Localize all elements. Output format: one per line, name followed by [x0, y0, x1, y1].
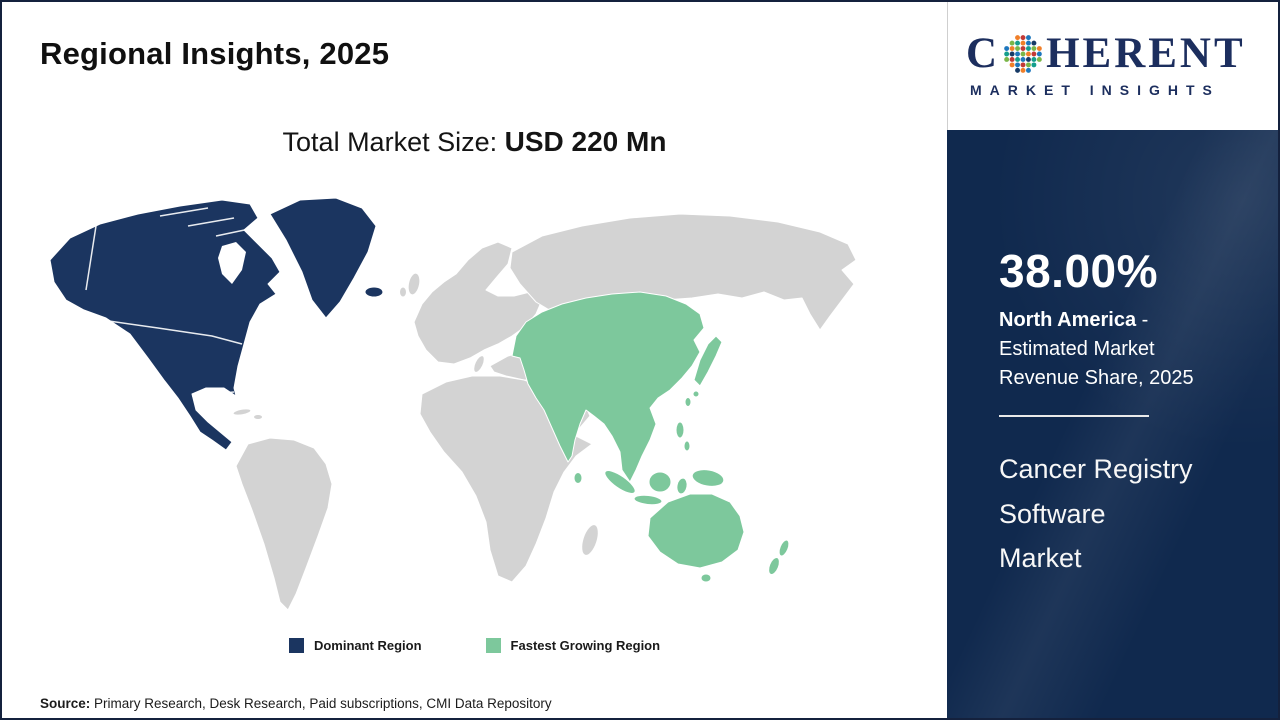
borneo — [648, 471, 672, 493]
australia — [647, 493, 745, 569]
north-america-borders — [85, 207, 255, 397]
market-share-description: North America - Estimated Market Revenue… — [999, 306, 1237, 393]
sri-lanka — [573, 472, 583, 484]
dominant-region-label: Dominant Region — [313, 638, 422, 653]
brand-tagline: MARKET INSIGHTS — [970, 82, 1220, 98]
hispaniola — [253, 414, 263, 420]
region-asia-pacific — [511, 291, 790, 583]
europe — [413, 241, 543, 365]
source-note: Source: Primary Research, Desk Research,… — [40, 696, 552, 711]
total-market-size-label: Total Market Size: — [282, 127, 498, 157]
legend-item-dominant: Dominant Region — [288, 638, 422, 653]
iceland — [364, 286, 384, 298]
brand-logo: C HERENT MARKET INSIGHTS — [947, 2, 1278, 130]
total-market-size-value: USD 220 Mn — [504, 126, 667, 157]
new-zealand-south — [768, 556, 780, 576]
philippines-south — [683, 440, 691, 452]
cuba — [232, 408, 252, 416]
market-name-line-3: Market — [999, 543, 1082, 574]
asia-mainland — [511, 291, 705, 483]
legend-item-growing: Fastest Growing Region — [485, 638, 661, 653]
market-share-desc-text: - Estimated Market Revenue Share, 2025 — [999, 309, 1194, 389]
logo-letters-herent: HERENT — [1046, 30, 1246, 77]
source-label: Source: — [40, 696, 91, 711]
hudson-bay — [218, 242, 246, 284]
logo-letter-c: C — [966, 30, 1001, 77]
logo-globe-icon — [1004, 34, 1042, 73]
page-title: Regional Insights, 2025 — [40, 36, 390, 71]
brand-wordmark: C HERENT — [966, 30, 1278, 77]
total-market-size: Total Market Size: USD 220 Mn — [2, 126, 947, 158]
japan-south-island — [692, 390, 700, 398]
fastest-growing-region-swatch — [485, 638, 501, 653]
new-zealand-north — [778, 539, 790, 557]
philippines-north — [675, 421, 685, 439]
ireland — [399, 286, 407, 298]
main-content: Regional Insights, 2025 Total Market Siz… — [2, 2, 947, 718]
madagascar — [581, 524, 599, 556]
market-name-line-1: Cancer Registry — [999, 454, 1193, 484]
united-kingdom — [407, 272, 421, 296]
region-north-america — [49, 197, 384, 451]
dominant-region-swatch — [288, 638, 304, 653]
greenland — [269, 197, 377, 319]
market-share-value: 38.00% — [999, 245, 1159, 297]
map-legend: Dominant Region Fastest Growing Region — [2, 638, 947, 653]
stats-panel: 38.00% North America - Estimated Market … — [947, 130, 1278, 718]
market-name: Cancer Registry Software Market — [999, 447, 1242, 581]
world-map — [42, 188, 902, 628]
panel-divider — [999, 415, 1149, 417]
new-guinea — [691, 469, 725, 487]
sidebar: C HERENT MARKET INSIGHTS 38.00% North Am… — [947, 2, 1278, 718]
japan — [693, 335, 723, 387]
market-name-line-2: Software — [999, 498, 1106, 529]
source-text: Primary Research, Desk Research, Paid su… — [90, 696, 552, 711]
sumatra — [604, 470, 636, 494]
italy — [473, 355, 485, 373]
sulawesi — [676, 477, 688, 495]
market-share-region: North America — [999, 309, 1137, 331]
south-america — [235, 437, 333, 611]
java — [633, 494, 663, 506]
tasmania — [700, 573, 712, 583]
fastest-growing-region-label: Fastest Growing Region — [510, 638, 661, 653]
taiwan — [684, 397, 692, 407]
